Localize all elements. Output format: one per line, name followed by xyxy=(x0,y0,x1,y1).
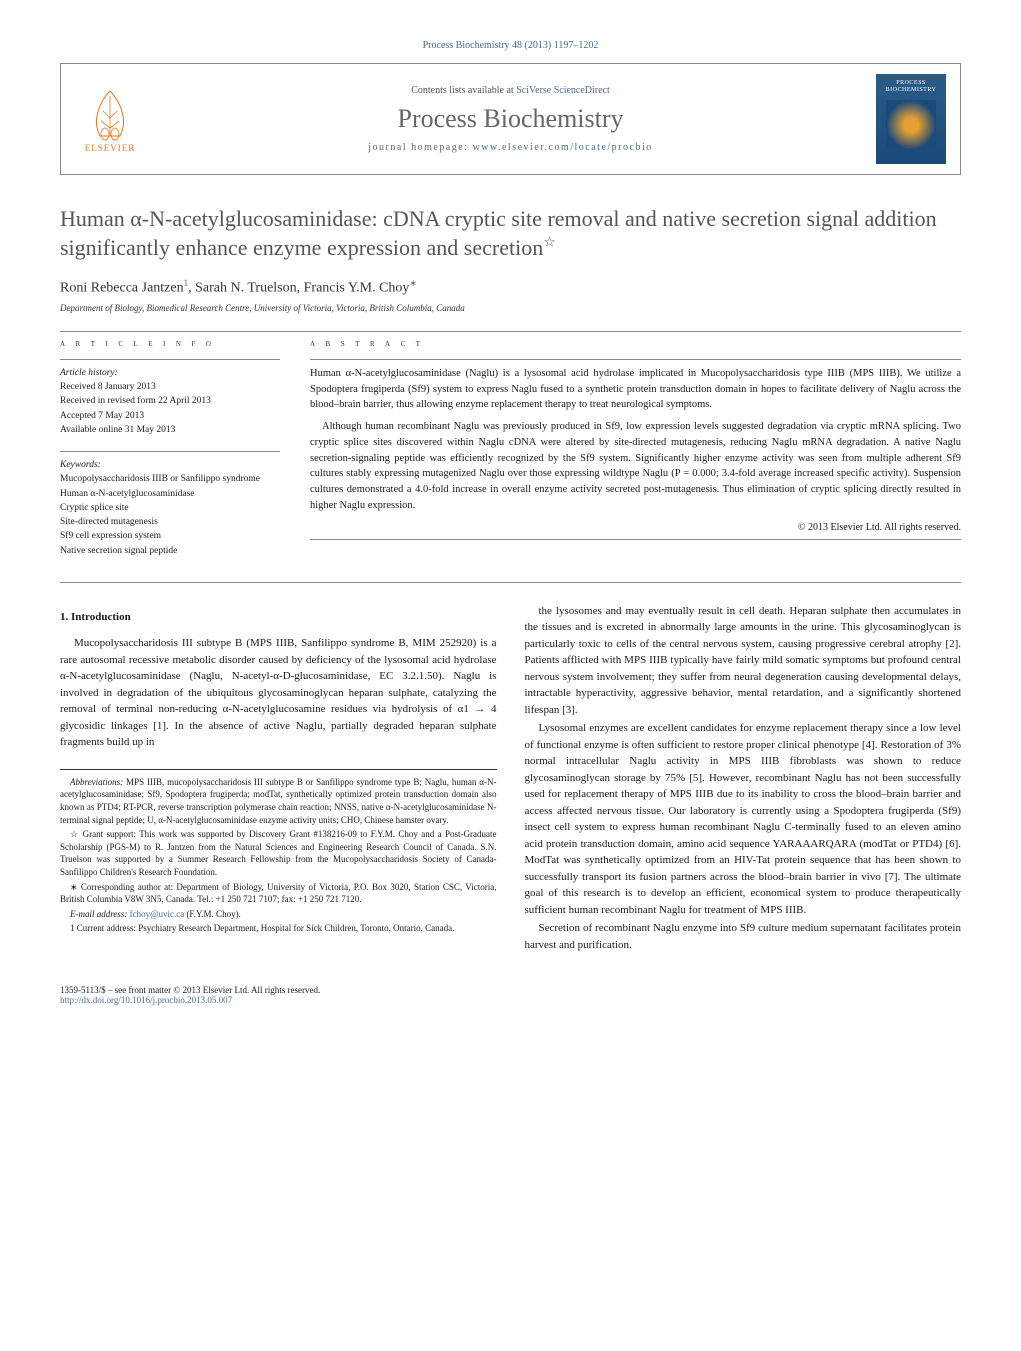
abbrev-text: MPS IIIB, mucopolysaccharidosis III subt… xyxy=(60,777,497,825)
body-para: Secretion of recombinant Naglu enzyme in… xyxy=(525,920,962,953)
doi-link[interactable]: http://dx.doi.org/10.1016/j.procbio.2013… xyxy=(60,995,320,1005)
elsevier-tree-icon xyxy=(85,86,135,141)
divider xyxy=(60,331,961,332)
journal-header: ELSEVIER Contents lists available at Sci… xyxy=(60,63,961,175)
abbrev-label: Abbreviations: xyxy=(70,777,123,787)
divider xyxy=(60,359,280,360)
history-revised: Received in revised form 22 April 2013 xyxy=(60,394,280,408)
publisher-name: ELSEVIER xyxy=(85,143,136,153)
contents-line: Contents lists available at SciVerse Sci… xyxy=(145,85,876,96)
history-received: Received 8 January 2013 xyxy=(60,380,280,394)
email-label: E-mail address: xyxy=(70,909,127,919)
divider xyxy=(310,359,961,360)
article-title: Human α-N-acetylglucosaminidase: cDNA cr… xyxy=(60,205,961,262)
history-online: Available online 31 May 2013 xyxy=(60,423,280,437)
keyword: Mucopolysaccharidosis IIIB or Sanfilippo… xyxy=(60,472,280,486)
divider xyxy=(60,451,280,452)
abstract-heading: a b s t r a c t xyxy=(310,338,961,349)
keywords-block: Keywords: Mucopolysaccharidosis IIIB or … xyxy=(60,458,280,558)
email-suffix: (F.Y.M. Choy). xyxy=(184,909,241,919)
article-info-heading: a r t i c l e i n f o xyxy=(60,338,280,349)
intro-heading: 1. Introduction xyxy=(60,609,497,626)
authors: Roni Rebecca Jantzen1, Sarah N. Truelson… xyxy=(60,278,961,297)
header-citation: Process Biochemistry 48 (2013) 1197–1202 xyxy=(60,40,961,51)
body-para: Mucopolysaccharidosis III subtype B (MPS… xyxy=(60,635,497,751)
abstract-para: Although human recombinant Naglu was pre… xyxy=(310,419,961,514)
keywords-label: Keywords: xyxy=(60,458,280,472)
body-para: the lysosomes and may eventually result … xyxy=(525,603,962,719)
title-text: Human α-N-acetylglucosaminidase: cDNA cr… xyxy=(60,206,937,260)
body-para: Lysosomal enzymes are excellent candidat… xyxy=(525,720,962,918)
journal-name: Process Biochemistry xyxy=(145,104,876,134)
homepage-link[interactable]: www.elsevier.com/locate/procbio xyxy=(472,142,652,153)
keyword: Human α-N-acetylglucosaminidase xyxy=(60,487,280,501)
sciencedirect-link[interactable]: SciVerse ScienceDirect xyxy=(516,85,610,96)
keyword: Site-directed mutagenesis xyxy=(60,515,280,529)
author-1: Roni Rebecca Jantzen xyxy=(60,281,184,296)
journal-cover: PROCESS BIOCHEMISTRY xyxy=(876,74,946,164)
copyright: © 2013 Elsevier Ltd. All rights reserved… xyxy=(310,522,961,533)
page-footer: 1359-5113/$ – see front matter © 2013 El… xyxy=(60,977,961,1005)
cover-image xyxy=(886,100,936,150)
divider xyxy=(310,539,961,540)
authors-rest: , Sarah N. Truelson, Francis Y.M. Choy xyxy=(188,281,409,296)
article-history: Article history: Received 8 January 2013… xyxy=(60,366,280,437)
grant-label: ☆ Grant support: xyxy=(70,829,136,839)
title-footnote-marker: ☆ xyxy=(543,235,556,250)
divider xyxy=(60,582,961,583)
footnotes: Abbreviations: MPS IIIB, mucopolysacchar… xyxy=(60,769,497,935)
note1-text: Current address: Psychiatry Research Dep… xyxy=(75,923,455,933)
keyword: Cryptic splice site xyxy=(60,501,280,515)
cover-title: PROCESS BIOCHEMISTRY xyxy=(879,80,943,94)
abstract-para: Human α-N-acetylglucosaminidase (Naglu) … xyxy=(310,366,961,413)
abstract-text: Human α-N-acetylglucosaminidase (Naglu) … xyxy=(310,366,961,514)
publisher-logo: ELSEVIER xyxy=(75,79,145,159)
history-label: Article history: xyxy=(60,366,280,380)
homepage-prefix: journal homepage: xyxy=(368,142,472,153)
contents-prefix: Contents lists available at xyxy=(411,85,516,96)
keyword: Sf9 cell expression system xyxy=(60,529,280,543)
affiliation: Department of Biology, Biomedical Resear… xyxy=(60,303,961,313)
homepage-line: journal homepage: www.elsevier.com/locat… xyxy=(145,142,876,153)
corresponding-marker: ∗ xyxy=(409,278,417,288)
history-accepted: Accepted 7 May 2013 xyxy=(60,409,280,423)
email-link[interactable]: fchoy@uvic.ca xyxy=(127,909,184,919)
keyword: Native secretion signal peptide xyxy=(60,544,280,558)
body-text: 1. Introduction Mucopolysaccharidosis II… xyxy=(60,603,961,954)
issn-line: 1359-5113/$ – see front matter © 2013 El… xyxy=(60,985,320,995)
corr-label: ∗ Corresponding author at: xyxy=(70,882,173,892)
